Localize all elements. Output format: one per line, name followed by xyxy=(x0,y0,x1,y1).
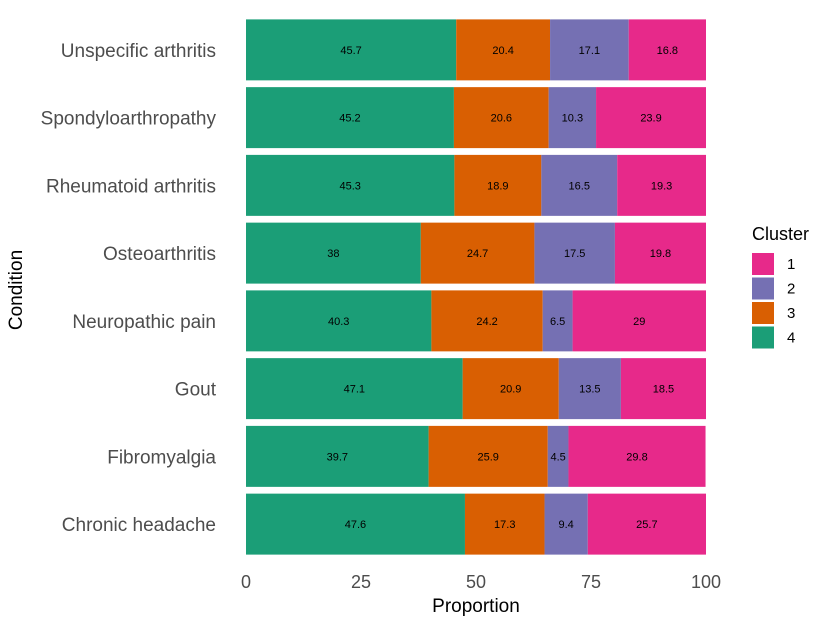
y-axis-title: Condition xyxy=(6,250,27,330)
bar-segment xyxy=(548,87,597,149)
bar-segment xyxy=(547,425,569,487)
category-label: Unspecific arthritis xyxy=(61,41,216,62)
bar-segment xyxy=(587,493,706,555)
bar-segment xyxy=(246,154,455,216)
legend-label: 3 xyxy=(787,305,795,322)
bar-segment xyxy=(620,358,706,420)
bar-segment xyxy=(628,19,706,81)
data-label: 13.5 xyxy=(579,384,600,396)
bar-segment xyxy=(614,222,706,284)
bar-segment xyxy=(246,87,454,149)
legend-items: 1 2 3 4 xyxy=(752,253,795,349)
bar-segment xyxy=(544,493,588,555)
data-label: 38 xyxy=(327,248,339,260)
data-label: 29.8 xyxy=(626,451,647,463)
data-label: 45.2 xyxy=(339,113,360,125)
data-label: 47.1 xyxy=(344,384,365,396)
data-label: 18.9 xyxy=(487,180,508,192)
data-label: 23.9 xyxy=(640,113,661,125)
x-tick-label: 0 xyxy=(241,572,251,592)
bar-segment xyxy=(431,290,543,352)
legend-label: 4 xyxy=(787,330,795,347)
category-label: Fibromyalgia xyxy=(107,447,216,468)
bar-segment xyxy=(246,425,429,487)
data-label: 20.6 xyxy=(491,113,512,125)
category-label: Rheumatoid arthritis xyxy=(46,176,216,197)
bar-segment xyxy=(596,87,706,149)
y-axis-tick-labels: Unspecific arthritis Spondyloarthropathy R… xyxy=(41,41,217,536)
bar-segment xyxy=(246,493,465,555)
bar-segment xyxy=(542,290,573,352)
data-label: 25.7 xyxy=(636,519,657,531)
data-label: 19.8 xyxy=(650,248,671,260)
legend-swatch xyxy=(752,302,774,324)
bar-segment xyxy=(428,425,548,487)
bar-segment xyxy=(541,154,618,216)
legend-swatch xyxy=(752,326,774,349)
x-tick-label: 100 xyxy=(691,572,721,592)
data-label: 4.5 xyxy=(550,451,565,463)
data-label: 10.3 xyxy=(562,113,583,125)
category-label: Neuropathic pain xyxy=(72,312,216,333)
bar-segment xyxy=(246,222,421,284)
bar-segment xyxy=(454,154,542,216)
x-tick-label: 75 xyxy=(581,572,601,592)
bar-segment xyxy=(558,358,621,420)
data-label: 45.3 xyxy=(339,180,360,192)
legend-label: 1 xyxy=(787,256,795,273)
legend-swatch xyxy=(752,277,774,300)
bar-segment xyxy=(462,358,559,420)
bar-segment xyxy=(464,493,545,555)
data-label: 6.5 xyxy=(550,316,565,328)
category-label: Spondyloarthropathy xyxy=(41,109,217,130)
x-tick-label: 25 xyxy=(351,572,371,592)
data-label: 29 xyxy=(633,316,645,328)
legend: Cluster 1 2 3 4 xyxy=(752,224,809,349)
data-label: 16.8 xyxy=(657,45,678,57)
category-label: Osteoarthritis xyxy=(103,244,216,265)
bar-segment xyxy=(246,358,463,420)
data-label: 47.6 xyxy=(345,519,366,531)
bar-segment xyxy=(246,290,432,352)
bar-segment xyxy=(617,154,706,216)
data-label: 20.4 xyxy=(492,45,513,57)
bar-segment xyxy=(534,222,615,284)
bar-segment xyxy=(456,19,551,81)
legend-swatch xyxy=(752,253,774,275)
data-labels-group: 45.7 20.4 17.1 16.8 45.2 20.6 10.3 23.9 45.3 18.9… xyxy=(327,45,678,531)
data-label: 20.9 xyxy=(500,384,521,396)
bar-segment xyxy=(568,425,706,487)
category-label: Gout xyxy=(175,380,217,401)
data-label: 25.9 xyxy=(477,451,498,463)
bar-segment xyxy=(420,222,535,284)
category-label: Chronic headache xyxy=(62,515,216,536)
x-axis-title: Proportion xyxy=(432,596,520,617)
data-label: 39.7 xyxy=(327,451,348,463)
data-label: 17.5 xyxy=(564,248,585,260)
data-label: 40.3 xyxy=(328,316,349,328)
data-label: 17.1 xyxy=(579,45,600,57)
data-label: 9.4 xyxy=(559,519,574,531)
bar-segment xyxy=(550,19,629,81)
legend-label: 2 xyxy=(787,281,795,298)
x-axis-tick-labels: 0 25 50 75 100 xyxy=(241,572,721,592)
data-label: 18.5 xyxy=(653,384,674,396)
data-label: 16.5 xyxy=(569,180,590,192)
data-label: 19.3 xyxy=(651,180,672,192)
data-label: 45.7 xyxy=(340,45,361,57)
legend-title: Cluster xyxy=(752,224,809,244)
data-label: 24.2 xyxy=(476,316,497,328)
bar-segment xyxy=(572,290,706,352)
bars-group xyxy=(246,19,706,555)
data-label: 17.3 xyxy=(494,519,515,531)
bar-segment xyxy=(246,19,457,81)
bar-segment xyxy=(453,87,549,149)
data-label: 24.7 xyxy=(467,248,488,260)
x-tick-label: 50 xyxy=(466,572,486,592)
